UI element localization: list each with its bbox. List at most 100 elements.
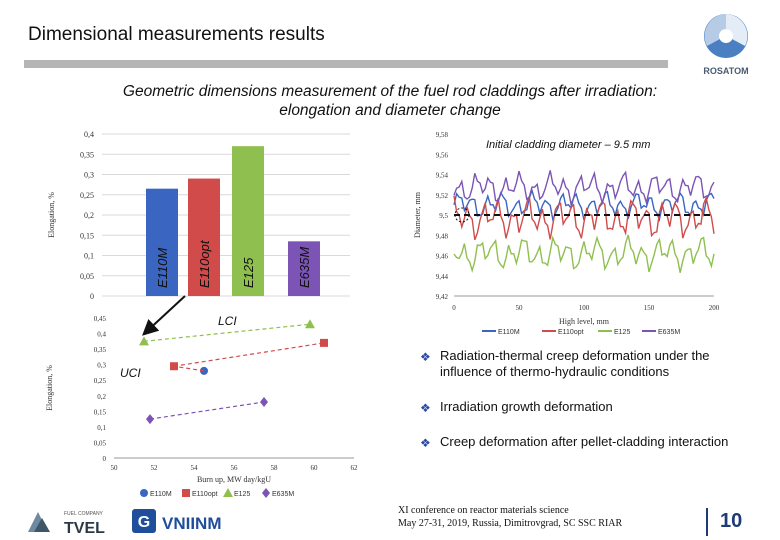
x-tick-label: 52 [151, 464, 159, 472]
y-tick-label: 9,52 [436, 192, 449, 200]
conference-title: XI conference on reactor materials scien… [398, 505, 569, 516]
tvel-text: TVEL [64, 520, 105, 537]
x-tick-label: 54 [191, 464, 199, 472]
y-tick-label: 0,25 [94, 377, 107, 385]
y-axis-label: Elongation, % [47, 192, 56, 238]
y-tick-label: 9,58 [436, 131, 449, 139]
y-tick-label: 9,44 [436, 273, 449, 281]
y-tick-label: 0,4 [97, 331, 106, 339]
x-tick-label: 100 [579, 304, 590, 312]
annotation-lci: LCI [218, 314, 237, 328]
y-axis-label: Diameter, mm [413, 191, 422, 238]
x-axis-label: Burn up, MW day/kgU [197, 475, 271, 484]
y-tick-label: 0,35 [94, 346, 107, 354]
y-tick-label: 9,48 [436, 232, 449, 240]
rosatom-logo: ROSATOM [703, 14, 749, 76]
legend-entry: E110M [150, 491, 172, 498]
y-tick-label: 9,42 [436, 293, 449, 301]
burnup-scatter-chart: 0,45 0,4 0,35 0,3 0,25 0,2 0,15 0,1 0,05 0 50 52 54 5… [45, 314, 359, 498]
diamond-bullet-icon: ❖ [420, 401, 431, 415]
legend-entry: E110M [498, 329, 520, 336]
conference-details: May 27-31, 2019, Russia, Dimitrovgrad, S… [398, 518, 623, 529]
y-tick-label: 0,2 [97, 393, 106, 401]
conference-info: XI conference on reactor materials scien… [398, 504, 622, 530]
legend-entry: E110opt [192, 491, 218, 498]
y-tick-label: 0,3 [97, 362, 106, 370]
bar-label-e110opt: E110opt [197, 239, 212, 288]
point-e110opt [320, 338, 328, 347]
y-tick-label: 0,15 [80, 231, 94, 240]
findings-list: ❖ Radiation-thermal creep deformation und… [418, 348, 758, 469]
legend-entry: E635M [272, 491, 294, 498]
annotation-uci: UCI [120, 366, 141, 380]
footer-divider [706, 508, 708, 536]
trend-line-uci [173, 365, 205, 372]
legend-entry: E125 [614, 329, 630, 336]
bar-label-e635m: E635M [297, 247, 312, 288]
bar-e110m [146, 188, 178, 296]
legend-swatch [140, 489, 148, 497]
diamond-bullet-icon: ❖ [420, 436, 431, 450]
y-tick-label: 9,46 [436, 253, 449, 261]
point-e635m [146, 414, 154, 425]
y-tick-label: 0,1 [97, 424, 106, 432]
x-tick-label: 200 [709, 304, 720, 312]
legend-entry: E635M [658, 329, 680, 336]
vniinm-logo: G VNIINM [132, 509, 222, 533]
x-axis-label: High level, mm [559, 317, 610, 326]
legend-swatch [182, 489, 190, 497]
legend-entry: E110opt [558, 329, 584, 336]
y-tick-label: 9,5 [439, 212, 448, 220]
y-tick-label: 0,25 [80, 191, 94, 200]
page-title: Dimensional measurements results [28, 24, 325, 45]
diameter-line-chart: 9,58 9,56 9,54 9,52 9,5 9,48 9,46 9,44 9,420 50 10… [413, 131, 720, 336]
bar-e635m [288, 241, 320, 296]
slide-subtitle: Geometric dimensions measurement of the … [60, 82, 720, 120]
legend-entry: E125 [234, 491, 250, 498]
point-e125 [139, 336, 149, 346]
y-tick-label: 9,54 [436, 172, 449, 180]
point-e635m [260, 397, 268, 407]
y-tick-label: 0,05 [80, 272, 94, 281]
trend-line-e110opt [173, 342, 325, 367]
trend-line-e635m [149, 401, 265, 420]
vniinm-text: VNIINM [162, 514, 222, 533]
vniinm-mark-icon [132, 509, 156, 533]
series-line-e125 [453, 234, 715, 274]
tvel-logo: FUEL COMPANY TVEL [28, 511, 105, 537]
x-tick-label: 56 [231, 464, 239, 472]
reference-marker [454, 207, 470, 223]
chart-annotation: Initial cladding diameter – 9.5 mm [486, 139, 650, 151]
bar-label-e110m: E110M [155, 248, 170, 288]
x-tick-label: 58 [271, 464, 279, 472]
subtitle-line-2: elongation and diameter change [279, 102, 501, 119]
page-number: 10 [720, 510, 743, 532]
y-tick-label: 0,35 [80, 150, 94, 159]
title-divider [24, 60, 668, 68]
x-tick-label: 150 [644, 304, 655, 312]
elongation-bar-chart: 0,4 0,35 0,3 0,25 0,2 0,15 0,1 0,05 0 Elongation,… [47, 130, 350, 301]
bar-label-e125: E125 [241, 257, 256, 288]
y-tick-label: 0 [103, 455, 107, 463]
x-tick-label: 62 [351, 464, 359, 472]
x-tick-label: 60 [311, 464, 319, 472]
svg-text:G: G [138, 514, 150, 531]
list-item: ❖ Radiation-thermal creep deformation und… [420, 348, 710, 379]
y-tick-label: 0,05 [94, 439, 107, 447]
legend-swatch [223, 488, 233, 497]
subtitle-line-1: Geometric dimensions measurement of the … [122, 83, 658, 100]
y-axis-label: Elongation, % [45, 365, 54, 411]
logo-text: ROSATOM [703, 66, 748, 76]
series-line-e635m [453, 170, 715, 207]
y-tick-label: 0,2 [84, 211, 94, 220]
y-tick-label: 0,3 [84, 171, 94, 180]
y-tick-label: 0,45 [94, 315, 107, 323]
diamond-bullet-icon: ❖ [420, 350, 431, 364]
y-tick-label: 0 [90, 292, 94, 301]
x-tick-label: 50 [516, 304, 524, 312]
y-tick-label: 0,1 [84, 252, 94, 261]
bar-e125 [232, 146, 264, 296]
bar-e110opt [188, 178, 220, 296]
list-item: ❖ Irradiation growth deformation [420, 399, 613, 415]
tvel-caption: FUEL COMPANY [64, 511, 104, 517]
